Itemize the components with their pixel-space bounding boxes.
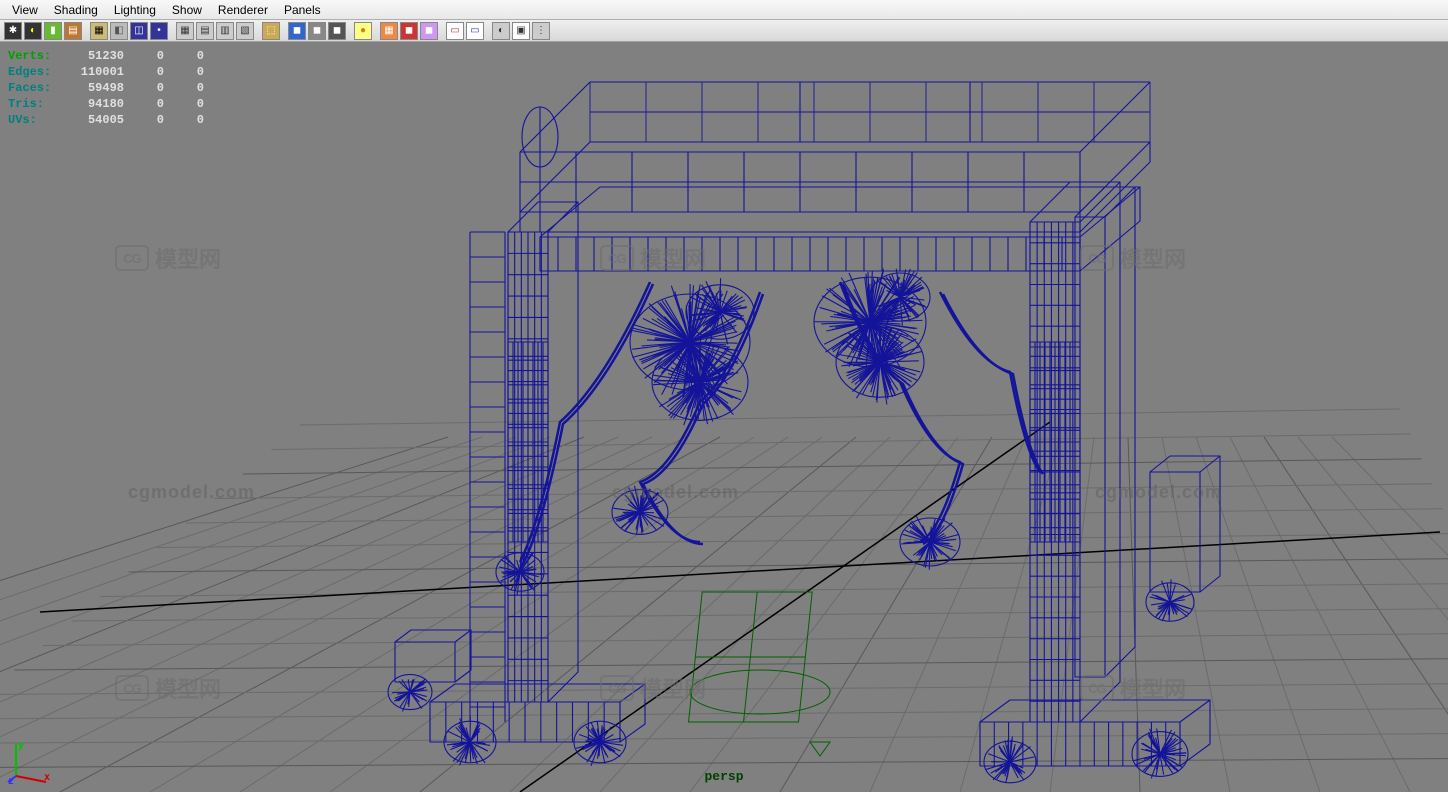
camera-name-label: persp xyxy=(704,769,743,784)
grid-icon[interactable]: ▦ xyxy=(90,22,108,40)
dot-icon[interactable]: • xyxy=(150,22,168,40)
grid2-icon[interactable]: ▦ xyxy=(176,22,194,40)
poly-count-hud: Verts:5123000Edges:11000100Faces:5949800… xyxy=(8,48,204,128)
frame-icon[interactable]: ▭ xyxy=(446,22,464,40)
light-icon[interactable]: ◐ xyxy=(24,22,42,40)
menu-show[interactable]: Show xyxy=(164,1,210,19)
scene-canvas xyxy=(0,42,1448,792)
grid5-icon[interactable]: ▧ xyxy=(236,22,254,40)
book-icon[interactable]: ▮ xyxy=(44,22,62,40)
menu-shading[interactable]: Shading xyxy=(46,1,106,19)
box-icon[interactable]: ⬚ xyxy=(262,22,280,40)
panel-toolbar: ✱◐▮▤▦◧◫•▦▤▥▧⬚◼◼◼●▦◼◼▭▭◐▣⋮ xyxy=(0,20,1448,42)
film-icon[interactable]: ▤ xyxy=(64,22,82,40)
panel-menubar: ViewShadingLightingShowRendererPanels xyxy=(0,0,1448,20)
svg-text:y: y xyxy=(18,740,24,751)
menu-panels[interactable]: Panels xyxy=(276,1,329,19)
cube3-icon[interactable]: ◼ xyxy=(328,22,346,40)
iso-icon[interactable]: ▣ xyxy=(512,22,530,40)
camera-icon[interactable]: ✱ xyxy=(4,22,22,40)
cube2-icon[interactable]: ◼ xyxy=(308,22,326,40)
bulb-icon[interactable]: ● xyxy=(354,22,372,40)
cube1-icon[interactable]: ◼ xyxy=(288,22,306,40)
redbox-icon[interactable]: ◼ xyxy=(400,22,418,40)
tex-icon[interactable]: ▦ xyxy=(380,22,398,40)
grid4-icon[interactable]: ▥ xyxy=(216,22,234,40)
xray-icon[interactable]: ◐ xyxy=(492,22,510,40)
misc-icon[interactable]: ⋮ xyxy=(532,22,550,40)
viewport[interactable]: Verts:5123000Edges:11000100Faces:5949800… xyxy=(0,42,1448,792)
wire-icon[interactable]: ◫ xyxy=(130,22,148,40)
gate-icon[interactable]: ▭ xyxy=(466,22,484,40)
grid3-icon[interactable]: ▤ xyxy=(196,22,214,40)
svg-text:x: x xyxy=(44,772,50,783)
menu-lighting[interactable]: Lighting xyxy=(106,1,164,19)
shadebox-icon[interactable]: ◧ xyxy=(110,22,128,40)
axis-gizmo: y z x xyxy=(6,738,54,786)
menu-renderer[interactable]: Renderer xyxy=(210,1,276,19)
menu-view[interactable]: View xyxy=(4,1,46,19)
bluebox-icon[interactable]: ◼ xyxy=(420,22,438,40)
